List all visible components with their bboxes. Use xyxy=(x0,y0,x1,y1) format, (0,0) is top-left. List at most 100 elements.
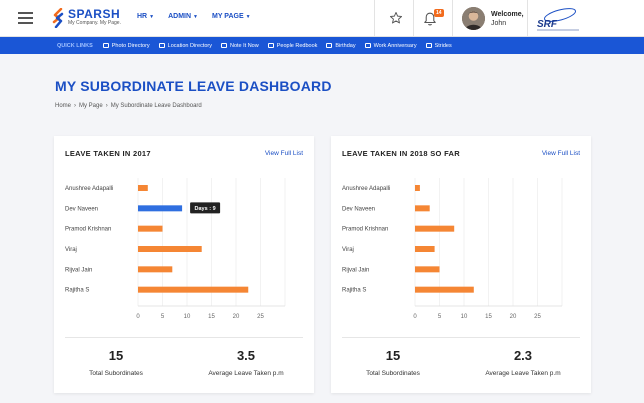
divider xyxy=(374,0,375,37)
category-label: Rijval Jain xyxy=(65,267,92,273)
x-tick-label: 0 xyxy=(136,314,140,320)
image-icon xyxy=(102,43,109,48)
x-tick-label: 25 xyxy=(534,314,541,320)
folder-icon xyxy=(158,43,165,48)
bar xyxy=(415,185,420,191)
x-tick-label: 20 xyxy=(233,314,240,320)
quick-link-label: Note It Now xyxy=(229,42,259,49)
edit-icon xyxy=(220,43,227,48)
bar xyxy=(415,246,435,252)
quick-link-label: Birthday xyxy=(335,42,356,49)
bar xyxy=(138,205,183,212)
bar xyxy=(138,266,173,273)
user-avatar-image xyxy=(462,7,485,30)
quick-link-label: Location Directory xyxy=(167,42,212,49)
brand-tagline: My Company. My Page. xyxy=(68,20,121,26)
breadcrumb-current: My Subordinate Leave Dashboard xyxy=(110,103,202,109)
bar xyxy=(415,225,455,232)
divider xyxy=(342,337,580,338)
x-tick-label: 5 xyxy=(161,314,165,320)
quick-link-people-redbook[interactable]: People Redbook xyxy=(267,43,317,49)
svg-text:SRF: SRF xyxy=(537,19,558,30)
book-icon xyxy=(267,43,274,48)
gift-icon xyxy=(364,43,371,48)
bar xyxy=(415,286,474,293)
stat-average-leave: 3.5 Average Leave Taken p.m xyxy=(191,348,301,377)
brand-logo[interactable]: SPARSH My Company. My Page. xyxy=(52,8,121,30)
category-label: Dev Naveen xyxy=(65,206,98,212)
stat-value: 15 xyxy=(385,348,401,363)
nav-my-page[interactable]: MY PAGE ▼ xyxy=(212,13,251,20)
divider xyxy=(65,337,303,338)
category-label: Viraj xyxy=(65,247,77,253)
notifications-button[interactable]: 14 xyxy=(423,9,444,27)
quick-link-label: Photo Directory xyxy=(111,42,150,49)
category-label: Pramod Krishnan xyxy=(342,227,388,233)
nav-my-page-label: MY PAGE xyxy=(211,13,244,20)
x-tick-label: 0 xyxy=(413,314,417,320)
category-label: Pramod Krishnan xyxy=(65,227,111,233)
nav-hr[interactable]: HR ▼ xyxy=(137,13,154,20)
x-tick-label: 5 xyxy=(438,314,442,320)
quick-link-location-directory[interactable]: Location Directory xyxy=(158,42,212,49)
tooltip-box xyxy=(190,202,221,214)
breadcrumb: Home › My Page › My Subordinate Leave Da… xyxy=(55,103,202,109)
category-label: Rajitha S xyxy=(65,288,89,294)
notification-badge: 14 xyxy=(434,9,444,17)
nav-admin[interactable]: ADMIN ▼ xyxy=(168,13,198,20)
calendar-icon xyxy=(326,43,333,48)
grid-icon xyxy=(425,43,432,48)
bar xyxy=(138,185,148,191)
brand-name: SPARSH xyxy=(68,7,121,21)
quick-link-label: Work Anniversary xyxy=(373,42,417,49)
category-label: Anushree Adapalli xyxy=(65,186,113,192)
category-label: Anushree Adapalli xyxy=(342,186,390,192)
view-full-list-link[interactable]: View Full List xyxy=(541,150,580,157)
nav-hr-label: HR xyxy=(137,13,148,20)
bar xyxy=(138,225,163,232)
bar xyxy=(138,246,202,252)
category-label: Viraj xyxy=(342,247,354,253)
stat-total-subordinates: 15 Total Subordinates xyxy=(338,348,448,377)
divider xyxy=(452,0,453,37)
tooltip-text: Days : 9 xyxy=(195,206,216,212)
page-title: MY SUBORDINATE LEAVE DASHBOARD xyxy=(55,78,332,94)
menu-icon[interactable] xyxy=(18,12,33,24)
category-label: Dev Naveen xyxy=(342,206,375,212)
breadcrumb-my-page[interactable]: My Page xyxy=(79,103,103,109)
stat-value: 15 xyxy=(108,348,124,363)
top-bar: SPARSH My Company. My Page. HR ▼ ADMIN ▼ M… xyxy=(0,0,644,37)
star-icon[interactable] xyxy=(389,11,403,25)
quick-link-note-it-now[interactable]: Note It Now xyxy=(220,42,259,49)
view-full-list-link[interactable]: View Full List xyxy=(264,150,303,157)
quick-link-label: Strides xyxy=(434,42,452,49)
x-tick-label: 15 xyxy=(208,314,215,320)
quick-links-title: QUICK LINKS xyxy=(57,42,93,49)
breadcrumb-home[interactable]: Home xyxy=(55,103,72,109)
quick-link-photo-directory[interactable]: Photo Directory xyxy=(102,42,150,49)
x-tick-label: 10 xyxy=(184,314,191,320)
chevron-right-icon: › xyxy=(105,103,108,109)
leave-card-2018: LEAVE TAKEN IN 2018 SO FAR View Full Lis… xyxy=(331,136,591,393)
chevron-right-icon: › xyxy=(74,103,77,109)
bar xyxy=(415,205,430,212)
leave-bar-chart: 0 5 10 15 20 25 Anushree Adapalli Dev Naveen Pra… xyxy=(342,178,563,320)
bell-icon xyxy=(424,12,436,26)
top-nav: HR ▼ ADMIN ▼ MY PAGE ▼ xyxy=(137,13,251,20)
user-name: John xyxy=(491,20,507,27)
avatar[interactable] xyxy=(462,7,485,30)
quick-link-birthday[interactable]: Birthday xyxy=(326,42,356,49)
welcome-text: Welcome, John xyxy=(491,10,524,28)
stat-label: Total Subordinates xyxy=(89,370,143,377)
x-tick-label: 25 xyxy=(257,314,264,320)
x-tick-label: 10 xyxy=(461,314,468,320)
stat-value: 3.5 xyxy=(236,348,256,363)
leave-card-2017: LEAVE TAKEN IN 2017 View Full List 0 5 10 1… xyxy=(54,136,314,393)
nav-admin-label: ADMIN xyxy=(168,13,192,20)
quick-link-strides[interactable]: Strides xyxy=(425,42,452,49)
stat-average-leave: 2.3 Average Leave Taken p.m xyxy=(468,348,578,377)
stat-label: Average Leave Taken p.m xyxy=(208,370,284,377)
stat-value: 2.3 xyxy=(513,348,533,363)
quick-link-work-anniversary[interactable]: Work Anniversary xyxy=(364,42,417,49)
stat-total-subordinates: 15 Total Subordinates xyxy=(61,348,171,377)
